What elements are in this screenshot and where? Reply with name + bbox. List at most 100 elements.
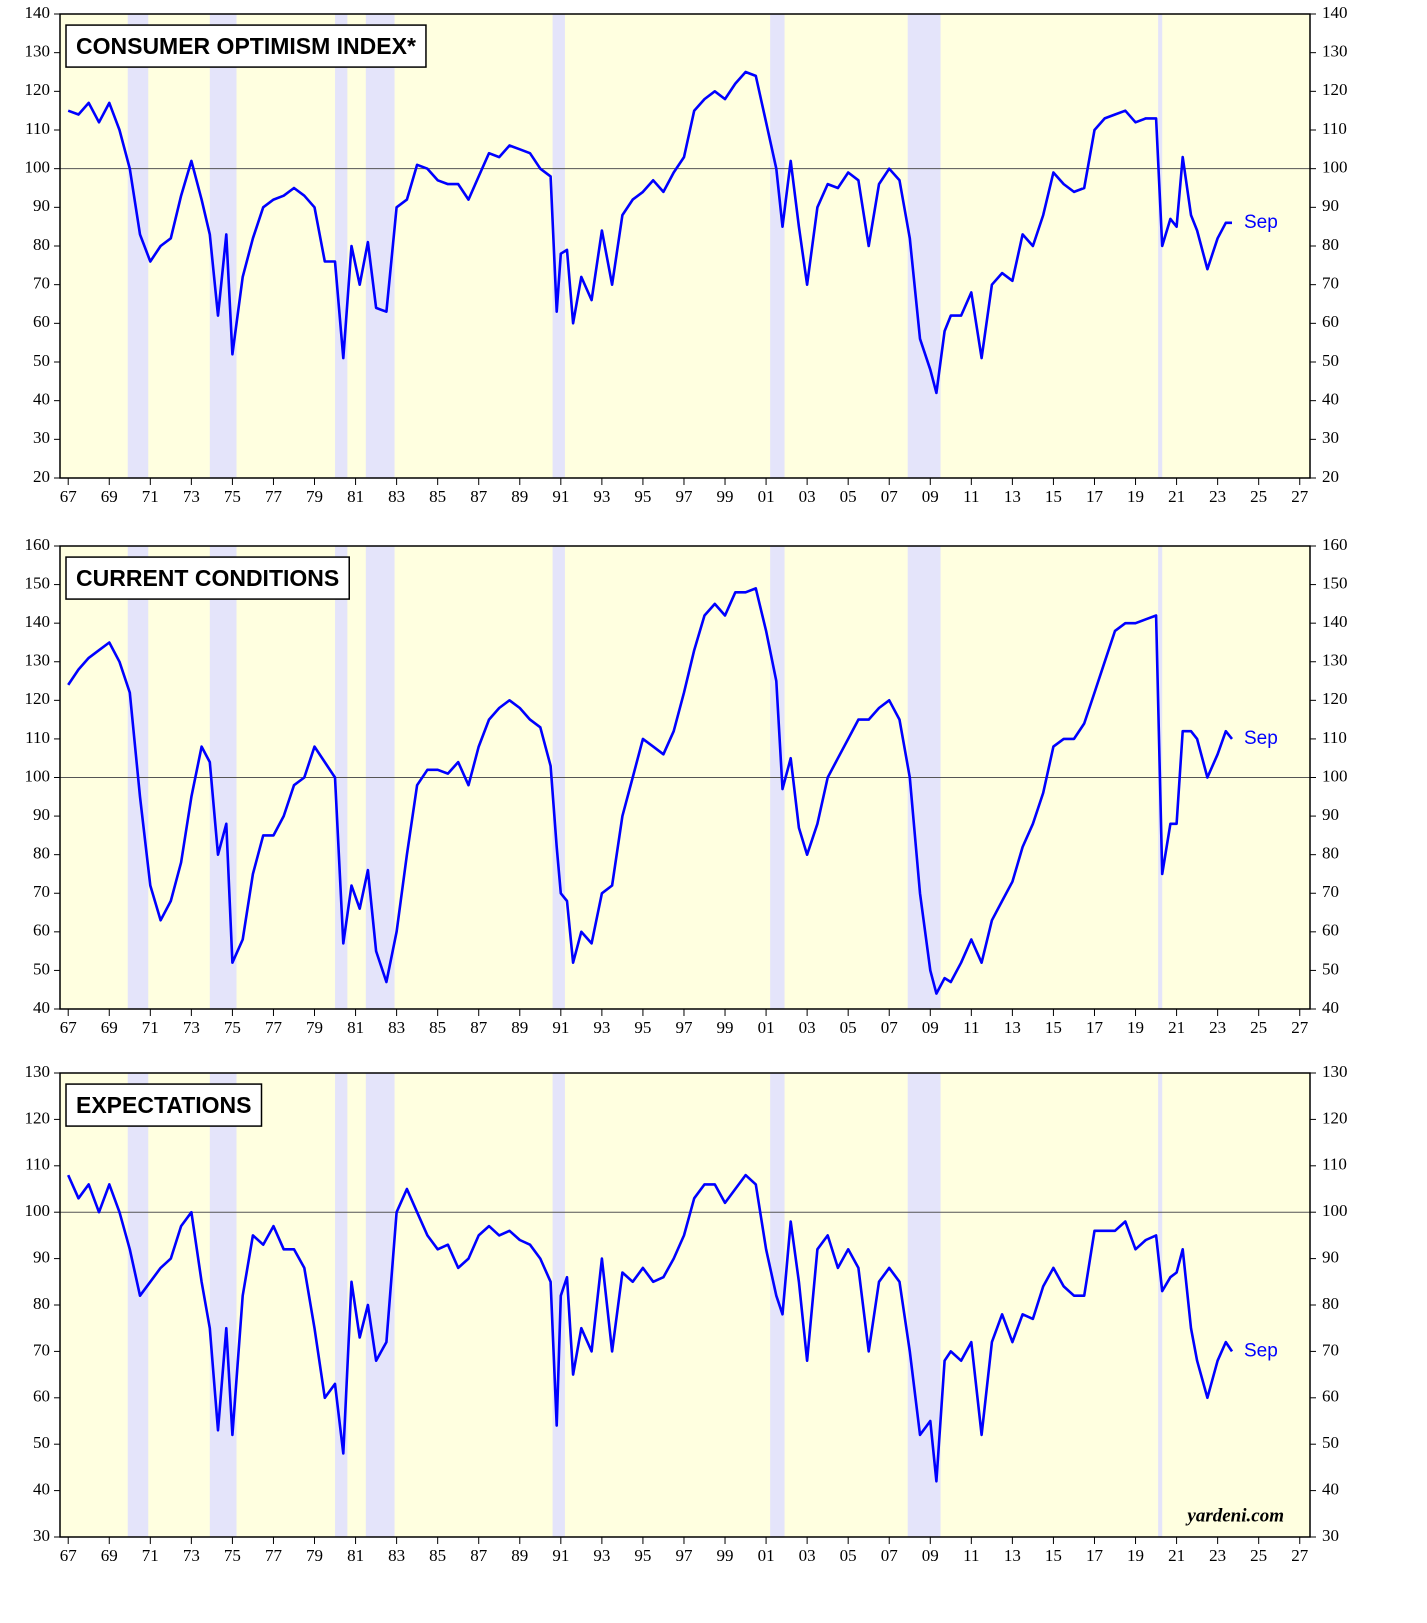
y-tick-label-right: 150 [1322,573,1348,592]
x-tick-label: 99 [717,1546,734,1565]
y-tick-label-right: 110 [1322,1155,1347,1174]
y-tick-label: 40 [33,998,50,1017]
plot-frame [59,545,1311,1010]
x-tick-label: 21 [1168,487,1185,506]
x-tick-label: 13 [1004,487,1021,506]
x-tick-label: 97 [675,1018,693,1037]
x-tick-label: 27 [1291,487,1309,506]
recession-band [770,1073,785,1537]
x-tick-label: 95 [634,487,651,506]
recession-band [770,14,785,478]
x-tick-label: 19 [1127,487,1144,506]
x-tick-label: 15 [1045,487,1062,506]
y-tick-label-right: 130 [1322,42,1348,61]
x-tick-label: 23 [1209,487,1226,506]
x-tick-label: 83 [388,1546,405,1565]
x-tick-label: 81 [347,1546,364,1565]
y-tick-label: 120 [25,1108,51,1127]
panel-title: EXPECTATIONS [76,1092,252,1118]
recession-band [209,14,237,478]
y-tick-label-right: 30 [1322,1526,1339,1545]
y-tick-label-right: 60 [1322,921,1339,940]
y-tick-label: 70 [33,1340,50,1359]
y-tick-label-right: 60 [1322,1387,1339,1406]
panel-title: CONSUMER OPTIMISM INDEX* [76,33,416,59]
x-tick-label: 05 [840,1018,857,1037]
x-tick-label: 93 [593,487,610,506]
y-tick-label-right: 30 [1322,428,1339,447]
data-line [67,70,1232,395]
x-tick-label: 01 [758,1018,775,1037]
x-tick-label: 73 [183,1546,200,1565]
x-tick-label: 77 [265,1018,283,1037]
x-tick-label: 13 [1004,1018,1021,1037]
x-tick-label: 23 [1209,1018,1226,1037]
recession-band [127,14,149,478]
recession-band [127,1073,149,1537]
y-tick-label-right: 120 [1322,689,1348,708]
y-tick-label-right: 120 [1322,80,1348,99]
plot-frame [59,13,1311,479]
x-tick-label: 95 [634,1546,651,1565]
recession-band [1158,14,1163,478]
x-tick-label: 77 [265,1546,283,1565]
y-tick-label-right: 80 [1322,844,1339,863]
y-tick-label-right: 140 [1322,3,1348,22]
x-tick-label: 81 [347,1018,364,1037]
y-tick-label: 130 [25,42,51,61]
x-tick-label: 03 [799,1546,816,1565]
recession-band [365,14,395,478]
y-tick-label-right: 120 [1322,1108,1348,1127]
y-tick-label: 110 [25,1155,50,1174]
x-tick-label: 27 [1291,1546,1309,1565]
x-tick-label: 87 [470,487,488,506]
x-tick-label: 23 [1209,1546,1226,1565]
y-tick-label-right: 60 [1322,312,1339,331]
x-tick-label: 17 [1086,1546,1104,1565]
x-tick-label: 09 [922,1018,939,1037]
y-tick-label: 60 [33,312,50,331]
x-tick-label: 95 [634,1018,651,1037]
panel-title-box [65,1083,263,1127]
y-tick-label: 150 [25,573,51,592]
y-tick-label: 90 [33,196,50,215]
x-tick-label: 13 [1004,1546,1021,1565]
recession-band [1158,1073,1163,1537]
recession-band [209,1073,237,1537]
y-tick-label: 60 [33,1387,50,1406]
y-tick-label-right: 90 [1322,805,1339,824]
panel-title: CURRENT CONDITIONS [76,565,339,591]
x-tick-label: 79 [306,487,323,506]
y-tick-label-right: 70 [1322,1340,1339,1359]
x-tick-label: 07 [881,1546,899,1565]
data-line [67,587,1234,995]
y-tick-label: 80 [33,844,50,863]
x-tick-label: 83 [388,1018,405,1037]
end-annotation: Sep [1244,728,1278,749]
y-tick-label: 60 [33,921,50,940]
x-tick-label: 71 [142,487,159,506]
y-tick-label: 100 [25,766,51,785]
y-tick-label: 20 [33,467,50,486]
x-tick-label: 85 [429,1018,446,1037]
x-tick-label: 11 [963,487,979,506]
x-tick-label: 91 [552,487,569,506]
x-tick-label: 91 [552,1018,569,1037]
x-tick-label: 85 [429,487,446,506]
end-annotation: Sep [1244,212,1278,233]
x-tick-label: 73 [183,1018,200,1037]
y-tick-label-right: 100 [1322,158,1348,177]
x-tick-label: 01 [758,487,775,506]
x-tick-label: 17 [1086,487,1104,506]
x-tick-label: 89 [511,1546,528,1565]
y-tick-label-right: 130 [1322,1062,1348,1081]
y-tick-label: 90 [33,1248,50,1267]
y-tick-label-right: 90 [1322,1248,1339,1267]
y-tick-label: 40 [33,1480,50,1499]
y-tick-label-right: 110 [1322,728,1347,747]
x-tick-label: 09 [922,487,939,506]
x-tick-label: 67 [60,1546,78,1565]
x-tick-label: 25 [1250,487,1267,506]
x-tick-label: 69 [101,1018,118,1037]
x-tick-label: 71 [142,1018,159,1037]
